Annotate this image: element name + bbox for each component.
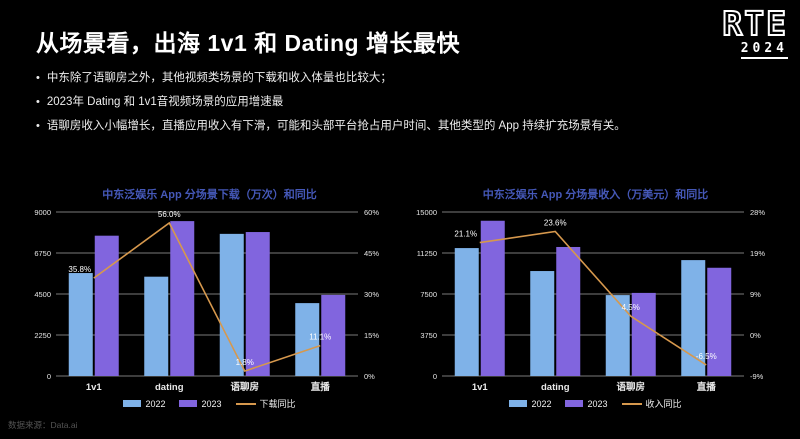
downloads-chart-legend: 2022 2023 下载同比 (22, 397, 397, 410)
bar-2022-语聊房 (219, 233, 244, 376)
bullet-marker-icon: • (36, 120, 40, 132)
legend-swatch-icon (179, 400, 198, 407)
legend-item-2022: 2022 (123, 399, 165, 409)
bar-2022-dating (144, 276, 169, 376)
bar-2022-语聊房 (605, 295, 630, 376)
revenue-chart-canvas: 15000 28% 11250 19% 7500 9% 3750 0% 0 -9% 21.1% 23.… (416, 208, 765, 393)
bar-2023-1v1 (94, 235, 119, 376)
y-left-tick-label: 9000 (34, 208, 51, 217)
yoy-data-label: 23.6% (544, 219, 567, 228)
rte-logo-year: 2024 (740, 41, 788, 60)
legend-label: 2023 (201, 398, 222, 409)
yoy-data-label: 21.1% (454, 230, 477, 239)
bar-2022-1v1 (68, 273, 93, 376)
category-label-1v1: 1v1 (86, 382, 103, 393)
category-label-语聊房: 语聊房 (230, 381, 259, 393)
y-right-tick-label: -9% (750, 372, 764, 381)
bullet-item: • 语聊房收入小幅增长，直播应用收入有下滑，可能和头部平台抢占用户时间、其他类型… (36, 120, 766, 133)
legend-item-2023: 2023 (179, 398, 222, 409)
category-label-直播: 直播 (697, 381, 717, 393)
y-left-tick-label: 11250 (417, 249, 437, 258)
legend-label: 收入同比 (645, 399, 682, 409)
legend-item-2022: 2022 (509, 399, 551, 409)
yoy-data-label: -6.5% (696, 352, 717, 361)
y-left-tick-label: 6750 (34, 249, 51, 258)
bar-2023-语聊房 (245, 232, 270, 376)
legend-line-icon (235, 402, 256, 405)
downloads-chart-title: 中东泛娱乐 App 分场景下载（万次）和同比 (102, 189, 317, 201)
legend-item-2023: 2023 (565, 398, 608, 409)
bar-2023-语聊房 (631, 292, 656, 376)
legend-item-下载同比: 下载同比 (235, 397, 296, 410)
revenue-chart: 中东泛娱乐 App 分场景收入（万美元）和同比 15000 28% 11250 19%… (408, 188, 783, 410)
bar-2023-dating (170, 221, 195, 376)
category-label-dating: dating (541, 382, 570, 393)
downloads-chart: 中东泛娱乐 App 分场景下载（万次）和同比 9000 60% 6750 45% 450… (22, 188, 397, 410)
legend-label: 2023 (587, 398, 608, 409)
data-source: 数据来源：Data.ai (8, 420, 78, 430)
legend-swatch-icon (123, 400, 142, 407)
revenue-chart-legend: 2022 2023 收入同比 (408, 397, 783, 410)
rte-2024-logo: RTE 2024 (721, 4, 788, 60)
downloads-chart-canvas: 9000 60% 6750 45% 4500 30% 2250 15% 0 0% 35.8% 56.0… (34, 208, 379, 393)
legend-item-收入同比: 收入同比 (621, 397, 682, 410)
y-right-tick-label: 30% (364, 290, 379, 299)
y-right-tick-label: 28% (750, 208, 765, 217)
y-right-tick-label: 9% (750, 290, 761, 299)
bar-2023-直播 (321, 294, 346, 376)
y-left-tick-label: 0 (47, 372, 51, 381)
yoy-data-label: 35.8% (68, 265, 91, 274)
category-label-1v1: 1v1 (472, 382, 489, 393)
bar-2023-直播 (707, 267, 732, 376)
legend-swatch-icon (565, 400, 584, 407)
category-label-dating: dating (155, 382, 184, 393)
yoy-data-label: 11.1% (309, 333, 331, 342)
y-left-tick-label: 15000 (416, 208, 437, 217)
yoy-data-label: 56.0% (158, 210, 181, 219)
y-right-tick-label: 15% (364, 331, 379, 340)
bullet-text: 2023年 Dating 和 1v1音视频场景的应用增速最 (46, 96, 284, 108)
yoy-line (479, 230, 707, 366)
bar-2022-dating (530, 271, 555, 376)
legend-label: 下载同比 (259, 399, 296, 409)
category-label-直播: 直播 (311, 381, 331, 393)
bullet-marker-icon: • (36, 96, 40, 108)
y-left-tick-label: 4500 (34, 290, 51, 299)
legend-label: 2022 (531, 398, 552, 409)
bullet-item: • 2023年 Dating 和 1v1音视频场景的应用增速最 (36, 96, 766, 109)
yoy-line (93, 221, 321, 373)
bar-2022-1v1 (454, 248, 479, 376)
category-label-语聊房: 语聊房 (616, 381, 645, 393)
y-right-tick-label: 19% (750, 249, 765, 258)
bullet-text: 语聊房收入小幅增长，直播应用收入有下滑，可能和头部平台抢占用户时间、其他类型的 … (46, 120, 626, 132)
revenue-chart-title: 中东泛娱乐 App 分场景收入（万美元）和同比 (482, 189, 709, 201)
y-left-tick-label: 3750 (420, 331, 437, 340)
y-left-tick-label: 0 (433, 372, 437, 381)
rte-logo-text: RTE (721, 4, 788, 43)
y-left-tick-label: 2250 (34, 331, 51, 340)
yoy-data-label: 1.8% (236, 358, 254, 367)
y-right-tick-label: 0% (364, 372, 375, 381)
y-right-tick-label: 60% (364, 208, 379, 217)
y-right-tick-label: 0% (750, 331, 761, 340)
yoy-data-label: 4.5% (622, 303, 640, 312)
legend-label: 2022 (145, 398, 166, 409)
bullet-item: • 中东除了语聊房之外，其他视频类场景的下载和收入体量也比较大； (36, 72, 766, 85)
bullet-text: 中东除了语聊房之外，其他视频类场景的下载和收入体量也比较大； (46, 72, 392, 84)
page-title: 从场景看，出海 1v1 和 Dating 增长最快 (36, 30, 460, 56)
y-left-tick-label: 7500 (420, 290, 437, 299)
bullet-list: • 中东除了语聊房之外，其他视频类场景的下载和收入体量也比较大； • 2023年… (36, 72, 766, 144)
bullet-marker-icon: • (36, 72, 40, 84)
bar-2023-1v1 (480, 220, 505, 376)
bar-2022-直播 (295, 303, 320, 376)
bar-2023-dating (556, 246, 581, 376)
legend-line-icon (621, 402, 642, 405)
y-right-tick-label: 45% (364, 249, 379, 258)
legend-swatch-icon (509, 400, 528, 407)
